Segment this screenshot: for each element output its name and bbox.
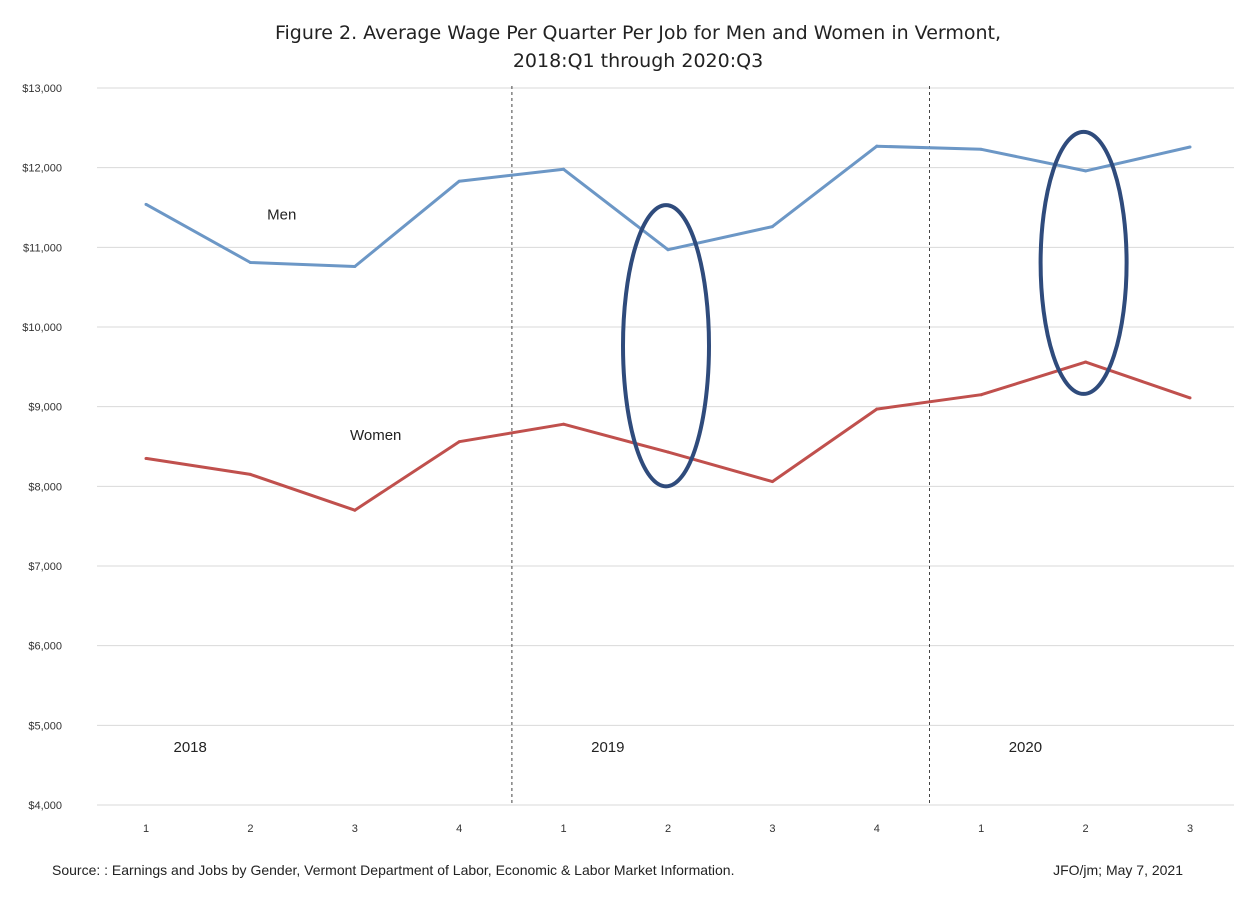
data-point-men [457,179,461,183]
y-tick-label: $9,000 [28,402,62,414]
data-point-women [666,450,670,454]
data-point-men [875,144,879,148]
data-point-women [353,508,357,512]
y-tick-label: $12,000 [22,163,62,175]
y-tick-label: $11,000 [23,242,62,254]
x-tick-label: 1 [978,823,984,835]
y-tick-label: $8,000 [28,481,62,493]
chart-title-line2: 2018:Q1 through 2020:Q3 [513,50,763,72]
data-point-men [770,225,774,229]
data-point-women [1188,396,1192,400]
data-point-men [979,147,983,151]
year-labels: 2018 2019 2020 [174,739,1043,756]
data-point-women [875,407,879,411]
data-point-men [1188,145,1192,149]
series-labels: Men Women [267,206,401,444]
y-tick-label: $10,000 [22,322,62,334]
x-tick-label: 4 [456,823,462,835]
x-tick-label: 4 [874,823,880,835]
year-label: 2018 [174,739,207,756]
x-tick-label: 3 [352,823,358,835]
credit-note: JFO/jm; May 7, 2021 [1053,862,1183,878]
data-point-men [248,260,252,264]
y-tick-label: $13,000 [22,83,62,95]
data-point-men [144,202,148,206]
x-tick-label: 3 [1187,823,1193,835]
x-tick-label: 3 [769,823,775,835]
y-tick-label: $5,000 [28,720,62,732]
series-label-women: Women [350,427,401,444]
highlight-ellipse [621,203,711,489]
series-lines [144,144,1192,512]
source-note: Source: : Earnings and Jobs by Gender, V… [52,862,734,878]
data-point-men [353,264,357,268]
chart-title-line1: Figure 2. Average Wage Per Quarter Per J… [275,22,1001,44]
year-label: 2020 [1009,739,1042,756]
data-point-women [248,472,252,476]
y-axis-ticks: $4,000 $5,000 $6,000 $7,000 $8,000 $9,000 $10,… [22,83,62,812]
highlight-ellipse [1038,129,1129,396]
year-label: 2019 [591,739,624,756]
data-point-women [979,393,983,397]
series-label-men: Men [267,206,296,223]
y-tick-label: $7,000 [28,561,62,573]
x-tick-label: 1 [143,823,149,835]
data-point-women [1084,360,1088,364]
data-point-women [562,422,566,426]
x-tick-label: 1 [561,823,567,835]
data-point-men [562,167,566,171]
data-point-women [144,456,148,460]
highlight-ellipses [621,129,1129,489]
y-tick-label: $4,000 [28,800,62,812]
data-point-men [666,248,670,252]
x-tick-label: 2 [665,823,671,835]
data-point-women [457,440,461,444]
data-point-men [1084,169,1088,173]
x-tick-label: 2 [247,823,253,835]
x-tick-label: 2 [1083,823,1089,835]
data-point-women [770,480,774,484]
y-tick-label: $6,000 [28,641,62,653]
x-axis-ticks: 1 2 3 4 1 2 3 4 1 2 3 [143,823,1193,835]
